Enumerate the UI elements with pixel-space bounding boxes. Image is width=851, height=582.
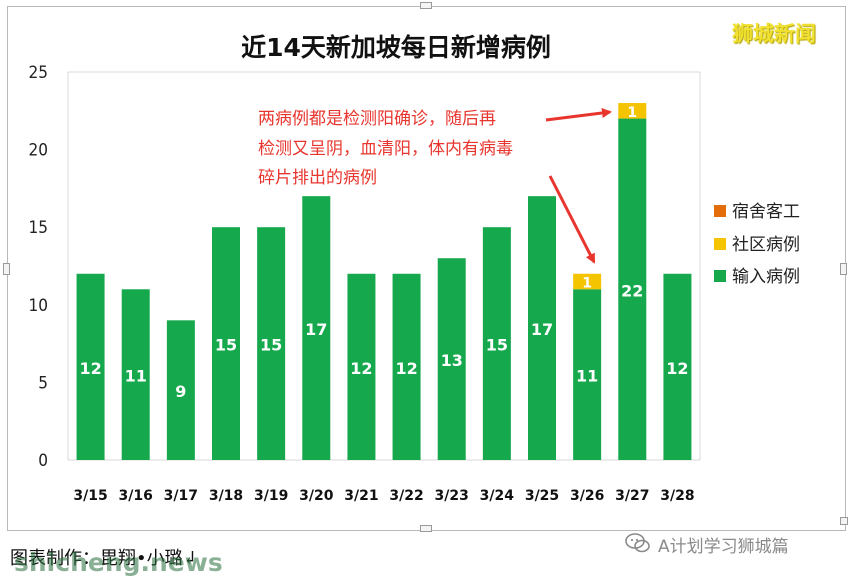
- x-tick-label-9: 3/24: [480, 488, 515, 504]
- y-tick-label-5: 25: [29, 63, 48, 83]
- x-axis: 3/15 3/16 3/17 3/18 3/19 3/20 3/21 3/22 3/23 3/24…: [73, 488, 694, 504]
- bar-label-0-12: 22: [621, 281, 643, 300]
- bar-label-0-0: 12: [79, 359, 101, 378]
- bar-0-2: [166, 320, 195, 460]
- plot-area: [67, 71, 701, 461]
- bar-0-3: [212, 227, 240, 460]
- y-tick-label-4: 20: [29, 141, 48, 161]
- y-axis: 0 5 10 15 20 25: [29, 63, 48, 471]
- bar-0-13: [663, 273, 692, 460]
- bar-0-11: [573, 289, 602, 460]
- y-tick-label-2: 10: [29, 296, 48, 316]
- bar-1-11: [573, 273, 602, 290]
- resize-handle-bottom-right[interactable]: [840, 517, 848, 525]
- y-tick-label-0: 0: [38, 451, 48, 471]
- bar-0-12: [618, 118, 647, 460]
- annotation-arrow-327: [545, 108, 612, 122]
- bar-0-5: [302, 196, 331, 460]
- legend-swatch-dorm: [714, 205, 726, 217]
- resize-handle-top[interactable]: [420, 2, 432, 9]
- resize-handle-right[interactable]: [840, 263, 847, 275]
- x-tick-label-4: 3/19: [254, 488, 288, 504]
- annotation-arrow-326: [548, 175, 596, 264]
- bar-label-0-4: 15: [260, 336, 282, 355]
- x-tick-label-5: 3/20: [299, 488, 334, 504]
- x-tick-label-1: 3/16: [119, 488, 153, 504]
- bar-0-8: [437, 258, 466, 460]
- bar-label-0-11: 11: [576, 367, 598, 386]
- x-tick-label-7: 3/22: [389, 488, 423, 504]
- annotation: 两病例都是检测阳确诊，随后再 检测又呈阴，血清阳，体内有病毒 碎片排出的病例: [258, 108, 612, 264]
- y-tick-label-1: 5: [38, 373, 48, 393]
- bar-label-0-6: 12: [350, 359, 372, 378]
- legend-label-community: 社区病例: [732, 235, 800, 255]
- annotation-line-1: 两病例都是检测阳确诊，随后再: [258, 109, 496, 129]
- bar-label-0-13: 12: [666, 359, 688, 378]
- x-tick-label-10: 3/25: [525, 488, 559, 504]
- bar-0-9: [482, 227, 511, 460]
- bar-label-0-9: 15: [486, 336, 508, 355]
- bars: [76, 103, 692, 460]
- bar-0-10: [528, 196, 556, 460]
- legend-label-imported: 输入病例: [732, 267, 800, 287]
- x-tick-label-0: 3/15: [73, 488, 107, 504]
- bar-label-1-12: 1: [627, 105, 637, 121]
- bar-label-0-7: 12: [395, 359, 417, 378]
- x-tick-label-8: 3/23: [435, 488, 469, 504]
- bar-1-12: [618, 103, 647, 119]
- wechat-icon: [625, 533, 650, 553]
- y-tick-label-3: 15: [29, 218, 48, 238]
- legend-swatch-community: [714, 238, 726, 250]
- bar-label-0-1: 11: [125, 367, 147, 386]
- bar-0-4: [257, 227, 286, 460]
- bar-0-7: [392, 273, 421, 460]
- brand-logo: 狮城新闻: [732, 21, 816, 46]
- x-tick-label-3: 3/18: [209, 488, 243, 504]
- bar-label-0-10: 17: [531, 320, 553, 339]
- resize-handle-bottom[interactable]: [420, 525, 432, 532]
- chart-title: 近14天新加坡每日新增病例: [241, 33, 551, 62]
- x-tick-label-2: 3/17: [164, 488, 198, 504]
- watermark-site: shicheng.news: [14, 548, 223, 577]
- bar-label-0-5: 17: [305, 320, 327, 339]
- legend-label-dorm: 宿舍客工: [732, 202, 800, 222]
- x-tick-label-12: 3/27: [615, 488, 649, 504]
- credit-text: 图表制作：毘翔•小璐↲: [10, 548, 198, 569]
- annotation-line-2: 检测又呈阴，血清阳，体内有病毒: [258, 139, 513, 159]
- bar-0-1: [121, 289, 150, 460]
- bar-0-6: [347, 273, 376, 460]
- x-tick-label-13: 3/28: [660, 488, 694, 504]
- resize-handle-left[interactable]: [3, 263, 10, 275]
- x-tick-label-11: 3/26: [570, 488, 604, 504]
- bar-label-0-8: 13: [441, 351, 463, 370]
- bar-label-0-3: 15: [215, 336, 237, 355]
- bar-0-0: [76, 273, 105, 460]
- legend-swatch-imported: [714, 270, 726, 282]
- watermark-account: A计划学习狮城篇: [658, 537, 789, 557]
- x-tick-label-6: 3/21: [344, 488, 378, 504]
- bar-label-0-2: 9: [175, 382, 186, 401]
- annotation-line-3: 碎片排出的病例: [258, 168, 377, 188]
- bar-label-1-11: 1: [582, 276, 592, 292]
- legend: 宿舍客工 社区病例 输入病例: [714, 202, 800, 287]
